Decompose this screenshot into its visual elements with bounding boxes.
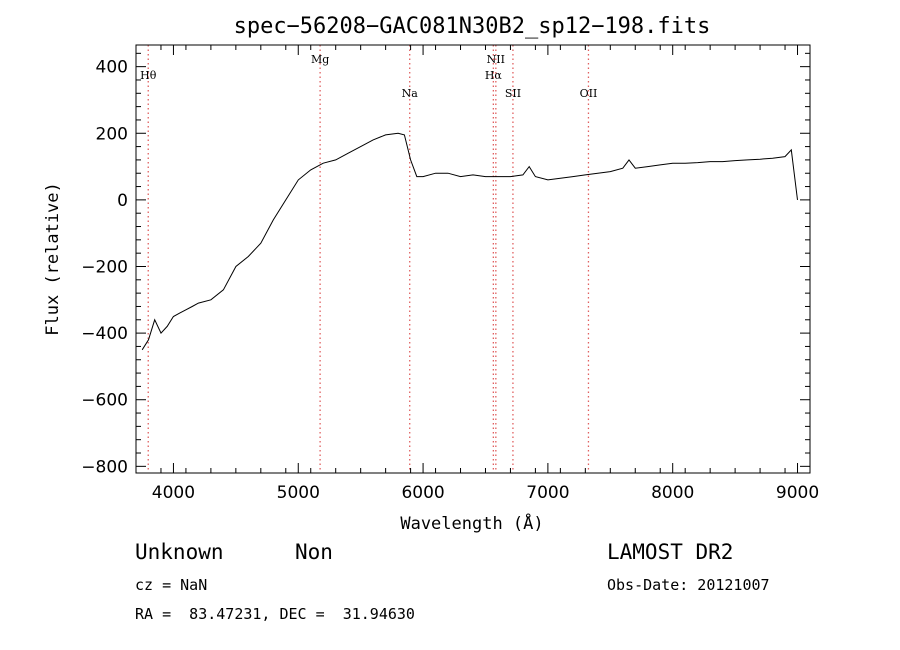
x-axis-ticks: 4000 5000 6000 7000 8000 9000 <box>135 45 819 503</box>
y-tick-label: −200 <box>81 257 128 277</box>
emission-line-label: SII <box>505 87 521 100</box>
chart-title: spec−56208−GAC081N30B2_sp12−198.fits <box>234 14 711 39</box>
observation-date: Obs-Date: 20121007 <box>607 576 770 594</box>
y-tick-label: −400 <box>81 324 128 344</box>
y-tick-label: 400 <box>96 58 128 78</box>
redshift-cz: cz = NaN <box>135 576 208 594</box>
emission-line-label: Hα <box>485 69 503 82</box>
emission-line-label: Mg <box>311 53 329 66</box>
emission-line-label: OII <box>580 87 598 100</box>
emission-line-label: NII <box>487 53 505 66</box>
y-axis-label: Flux (relative) <box>43 182 63 336</box>
y-tick-label: 0 <box>117 191 128 211</box>
spectrum-line <box>141 132 798 351</box>
object-subclass: Non <box>295 540 333 564</box>
x-tick-label: 8000 <box>651 483 694 503</box>
y-tick-label: −800 <box>81 457 128 477</box>
y-tick-label: −600 <box>81 391 128 411</box>
emission-line-label: Na <box>402 87 419 100</box>
coordinates: RA = 83.47231, DEC = 31.94630 <box>135 605 415 623</box>
x-tick-label: 9000 <box>776 483 819 503</box>
x-tick-label: 6000 <box>401 483 444 503</box>
y-axis-ticks: −800 −600 −400 −200 0 200 400 <box>81 52 810 477</box>
x-tick-label: 4000 <box>152 483 195 503</box>
plot-frame <box>135 44 811 474</box>
x-tick-label: 7000 <box>526 483 569 503</box>
emission-line-label: Hθ <box>140 69 157 82</box>
survey-name: LAMOST DR2 <box>607 540 734 564</box>
y-tick-label: 200 <box>96 124 128 144</box>
x-tick-label: 5000 <box>277 483 320 503</box>
object-class: Unknown <box>135 540 224 564</box>
x-axis-label: Wavelength (Å) <box>400 512 543 534</box>
